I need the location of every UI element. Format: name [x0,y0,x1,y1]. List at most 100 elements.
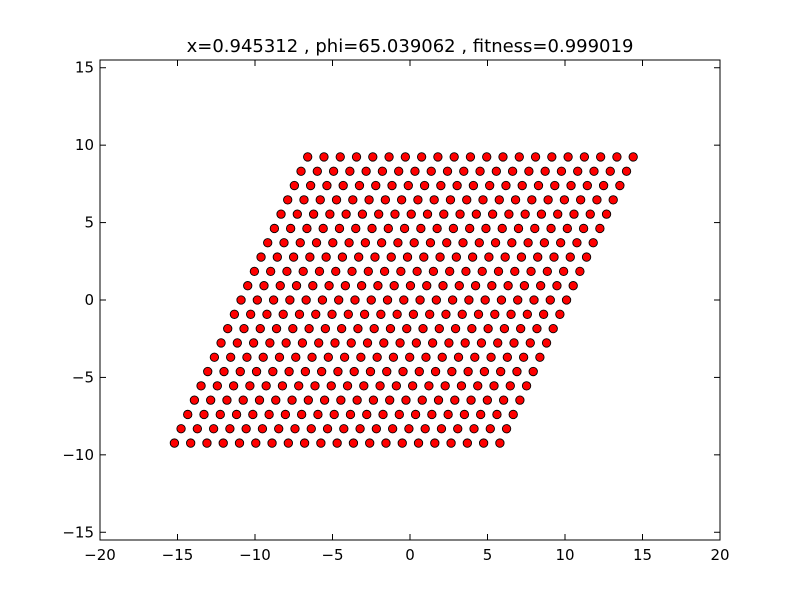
scatter-point [290,181,298,189]
scatter-point [296,239,304,247]
scatter-point [566,253,574,261]
scatter-point [317,367,325,375]
scatter-point [203,439,211,447]
scatter-point [504,281,512,289]
scatter-point [298,339,306,347]
scatter-point [262,382,270,390]
scatter-point [471,281,479,289]
scatter-point [394,239,402,247]
scatter-point [332,267,340,275]
scatter-point [319,224,327,232]
scatter-point [393,310,401,318]
scatter-point [514,296,522,304]
scatter-point [272,396,280,404]
scatter-point [589,239,597,247]
scatter-point [414,439,422,447]
scatter-point [240,324,248,332]
scatter-point [288,396,296,404]
scatter-point [543,267,551,275]
scatter-point [482,224,490,232]
scatter-point [371,253,379,261]
scatter-point [462,267,470,275]
scatter-point [439,281,447,289]
scatter-point [186,439,194,447]
scatter-point [396,339,404,347]
scatter-point [527,267,535,275]
scatter-point [372,425,380,433]
scatter-point [533,324,541,332]
scatter-point [460,167,468,175]
scatter-point [360,382,368,390]
scatter-point [380,267,388,275]
scatter-point [576,267,584,275]
scatter-point [282,339,290,347]
scatter-point [559,267,567,275]
scatter-point [382,439,390,447]
scatter-point [517,253,525,261]
scatter-point [593,196,601,204]
scatter-point [341,281,349,289]
scatter-point [379,410,387,418]
scatter-point [362,167,370,175]
plot-frame [100,60,720,540]
scatter-point [553,281,561,289]
scatter-point [477,339,485,347]
scatter-point [413,267,421,275]
scatter-point [291,425,299,433]
scatter-point [409,310,417,318]
points-layer [170,153,637,448]
x-tick-label: 20 [710,546,729,564]
scatter-point [590,167,598,175]
scatter-point [420,253,428,261]
scatter-point [357,281,365,289]
scatter-point [266,267,274,275]
scatter-point [286,296,294,304]
y-tick-label: 15 [75,59,94,77]
scatter-point [380,339,388,347]
scatter-point [564,153,572,161]
scatter-point [268,439,276,447]
scatter-point [402,396,410,404]
scatter-point [404,181,412,189]
scatter-point [417,224,425,232]
scatter-point [499,396,507,404]
scatter-point [466,153,474,161]
scatter-point [411,410,419,418]
scatter-point [426,239,434,247]
scatter-point [220,367,228,375]
scatter-point [468,253,476,261]
scatter-point [243,353,251,361]
scatter-point [419,324,427,332]
scatter-point [322,253,330,261]
scatter-point [336,153,344,161]
scatter-point [536,353,544,361]
scatter-point [437,181,445,189]
scatter-point [284,196,292,204]
scatter-point [465,296,473,304]
scatter-point [255,396,263,404]
scatter-point [204,367,212,375]
scatter-point [562,296,570,304]
scatter-point [438,353,446,361]
scatter-point [242,425,250,433]
scatter-point [275,425,283,433]
scatter-point [474,310,482,318]
scatter-point [410,239,418,247]
scatter-point [408,382,416,390]
scatter-point [483,153,491,161]
scatter-point [170,439,178,447]
scatter-point [432,296,440,304]
scatter-point [383,367,391,375]
x-tick-label: 5 [483,546,493,564]
scatter-point [407,210,415,218]
scatter-point [406,281,414,289]
scatter-point [415,367,423,375]
scatter-point [570,210,578,218]
scatter-point [478,267,486,275]
scatter-point [304,396,312,404]
scatter-point [257,253,265,261]
scatter-point [516,324,524,332]
scatter-point [334,367,342,375]
x-tick-label: −15 [162,546,194,564]
